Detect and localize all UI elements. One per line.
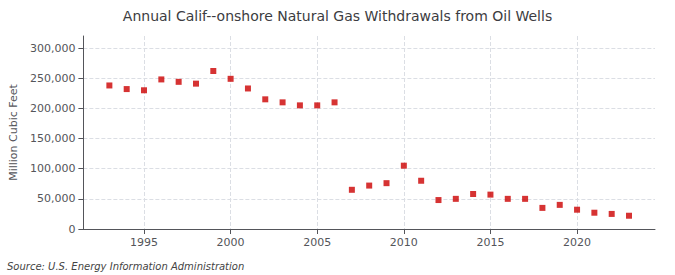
svg-text:200,000: 200,000 — [30, 102, 76, 115]
svg-text:50,000: 50,000 — [37, 192, 76, 205]
svg-text:2020: 2020 — [563, 236, 591, 249]
svg-text:2005: 2005 — [303, 236, 331, 249]
svg-text:2010: 2010 — [390, 236, 418, 249]
svg-text:Source: U.S. Energy Informatio: Source: U.S. Energy Information Administ… — [7, 261, 244, 272]
svg-text:2015: 2015 — [476, 236, 504, 249]
svg-text:Annual Calif--onshore Natural: Annual Calif--onshore Natural Gas Withdr… — [123, 8, 552, 24]
svg-text:150,000: 150,000 — [30, 132, 76, 145]
svg-text:2000: 2000 — [217, 236, 245, 249]
svg-text:1995: 1995 — [130, 236, 158, 249]
svg-text:100,000: 100,000 — [30, 162, 76, 175]
svg-text:Million Cubic Feet: Million Cubic Feet — [7, 83, 20, 180]
svg-text:250,000: 250,000 — [30, 72, 76, 85]
svg-text:300,000: 300,000 — [30, 42, 76, 55]
svg-text:0: 0 — [68, 223, 75, 236]
